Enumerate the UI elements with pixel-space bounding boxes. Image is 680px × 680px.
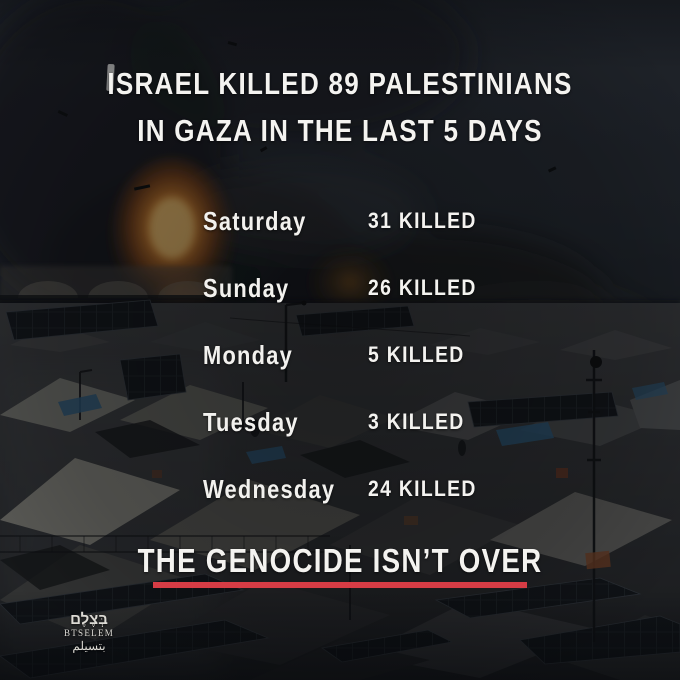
casualty-row-saturday: Saturday 31 KILLED xyxy=(203,204,523,238)
bottom-shade xyxy=(0,590,680,680)
headline-line-2: IN GAZA IN THE LAST 5 DAYS xyxy=(137,113,543,148)
day-label: Tuesday xyxy=(203,407,299,437)
top-shade xyxy=(0,0,680,70)
killed-count: 31 KILLED xyxy=(368,208,477,233)
casualty-row-sunday: Sunday 26 KILLED xyxy=(203,271,523,305)
headline: ISRAEL KILLED 89 PALESTINIANS IN GAZA IN… xyxy=(0,60,680,154)
logo-hebrew-text: בְּצֶלֶם xyxy=(70,611,108,628)
red-underline xyxy=(153,582,527,588)
tagline-text: THE GENOCIDE ISN’T OVER xyxy=(137,542,543,579)
casualty-row-monday: Monday 5 KILLED xyxy=(203,338,523,372)
killed-count: 3 KILLED xyxy=(368,409,465,434)
day-label: Saturday xyxy=(203,206,307,236)
day-label: Monday xyxy=(203,340,294,370)
casualty-row-wednesday: Wednesday 24 KILLED xyxy=(203,472,523,506)
headline-line-1: ISRAEL KILLED 89 PALESTINIANS xyxy=(107,66,573,101)
killed-count: 5 KILLED xyxy=(368,342,465,367)
daily-casualties-list: Saturday 31 KILLED Sunday 26 KILLED Mond… xyxy=(203,204,523,506)
killed-count: 26 KILLED xyxy=(368,275,477,300)
logo-latin-text: BTSELEM xyxy=(63,628,115,638)
casualty-row-tuesday: Tuesday 3 KILLED xyxy=(203,405,523,439)
day-label: Wednesday xyxy=(203,474,336,504)
day-label: Sunday xyxy=(203,273,290,303)
tagline-block: THE GENOCIDE ISN’T OVER xyxy=(0,543,680,588)
killed-count: 24 KILLED xyxy=(368,476,477,501)
btselem-logo: בְּצֶלֶם BTSELEM بتسيلم xyxy=(56,611,122,654)
logo-arabic-text: بتسيلم xyxy=(72,639,106,653)
